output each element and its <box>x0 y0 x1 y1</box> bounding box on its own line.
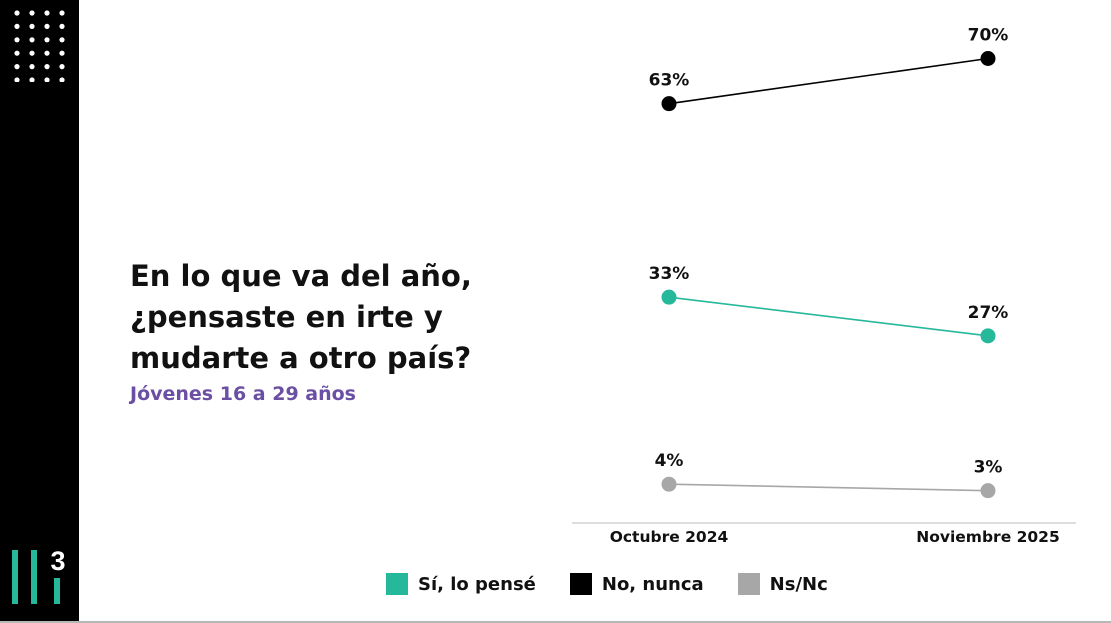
series-line <box>668 57 989 105</box>
pattern-dot <box>44 50 50 56</box>
question-subtitle: Jóvenes 16 a 29 años <box>130 383 356 405</box>
pattern-dot <box>14 37 20 43</box>
data-label: 63% <box>649 71 690 91</box>
legend-item-si: Sí, lo pensé <box>386 573 536 595</box>
data-label: 70% <box>968 26 1009 46</box>
pattern-dot <box>59 37 65 43</box>
data-label: 3% <box>974 458 1003 478</box>
pattern-dot <box>59 23 65 29</box>
sidebar-band: 3 <box>0 0 79 621</box>
pattern-dot <box>14 50 20 56</box>
pattern-dot <box>14 23 20 29</box>
pattern-dot <box>29 50 35 56</box>
pattern-dot <box>59 50 65 56</box>
data-point <box>661 96 677 112</box>
legend-swatch-no <box>569 573 592 595</box>
pattern-dot <box>44 10 50 16</box>
legend-swatch-nsnc <box>737 573 760 595</box>
legend-label-nsnc: Ns/Nc <box>769 573 828 595</box>
question-title-line-1: En lo que va del año, <box>130 259 472 293</box>
series-line <box>668 483 989 492</box>
pattern-dot <box>14 10 20 16</box>
pattern-dot <box>44 37 50 43</box>
x-tick-label: Octubre 2024 <box>610 528 729 546</box>
legend-item-no: No, nunca <box>569 573 704 595</box>
pattern-dot <box>29 23 35 29</box>
bottom-rule <box>0 621 1111 623</box>
pattern-dot <box>29 37 35 43</box>
pattern-dot <box>29 77 35 82</box>
pattern-dot <box>44 23 50 29</box>
legend-item-nsnc: Ns/Nc <box>737 573 828 595</box>
pattern-dot <box>59 77 65 82</box>
data-point <box>980 328 996 344</box>
logo-digit: 3 <box>50 546 65 576</box>
legend-label-si: Sí, lo pensé <box>418 573 536 595</box>
pattern-dot <box>59 64 65 70</box>
question-title-line-2: ¿pensaste en irte y <box>130 300 443 334</box>
x-tick-label: Noviembre 2025 <box>916 528 1060 546</box>
line-chart: Octubre 2024 Noviembre 2025 33% 27% 63% 70% 4%… <box>572 26 1076 546</box>
series-line <box>668 296 989 337</box>
pattern-dot <box>59 10 65 16</box>
pattern-dot <box>29 64 35 70</box>
question-title: En lo que va del año, ¿pensaste en irte … <box>130 256 560 379</box>
question-title-line-3: mudarte a otro país? <box>130 341 472 375</box>
pattern-dot <box>14 77 20 82</box>
data-point <box>980 483 996 499</box>
dot-grid-pattern <box>14 10 65 82</box>
data-label: 33% <box>649 264 690 284</box>
pattern-dot <box>14 64 20 70</box>
pattern-dot <box>44 64 50 70</box>
data-label: 4% <box>655 451 684 471</box>
data-point <box>661 476 677 492</box>
data-point <box>980 51 996 66</box>
brand-logo: 3 <box>12 546 66 604</box>
legend-label-no: No, nunca <box>601 573 704 595</box>
data-point <box>661 289 677 305</box>
data-label: 27% <box>968 303 1009 323</box>
chart-legend: Sí, lo pensé No, nunca Ns/Nc <box>386 571 828 597</box>
pattern-dot <box>44 77 50 82</box>
pattern-dot <box>29 10 35 16</box>
legend-swatch-si <box>386 573 408 595</box>
